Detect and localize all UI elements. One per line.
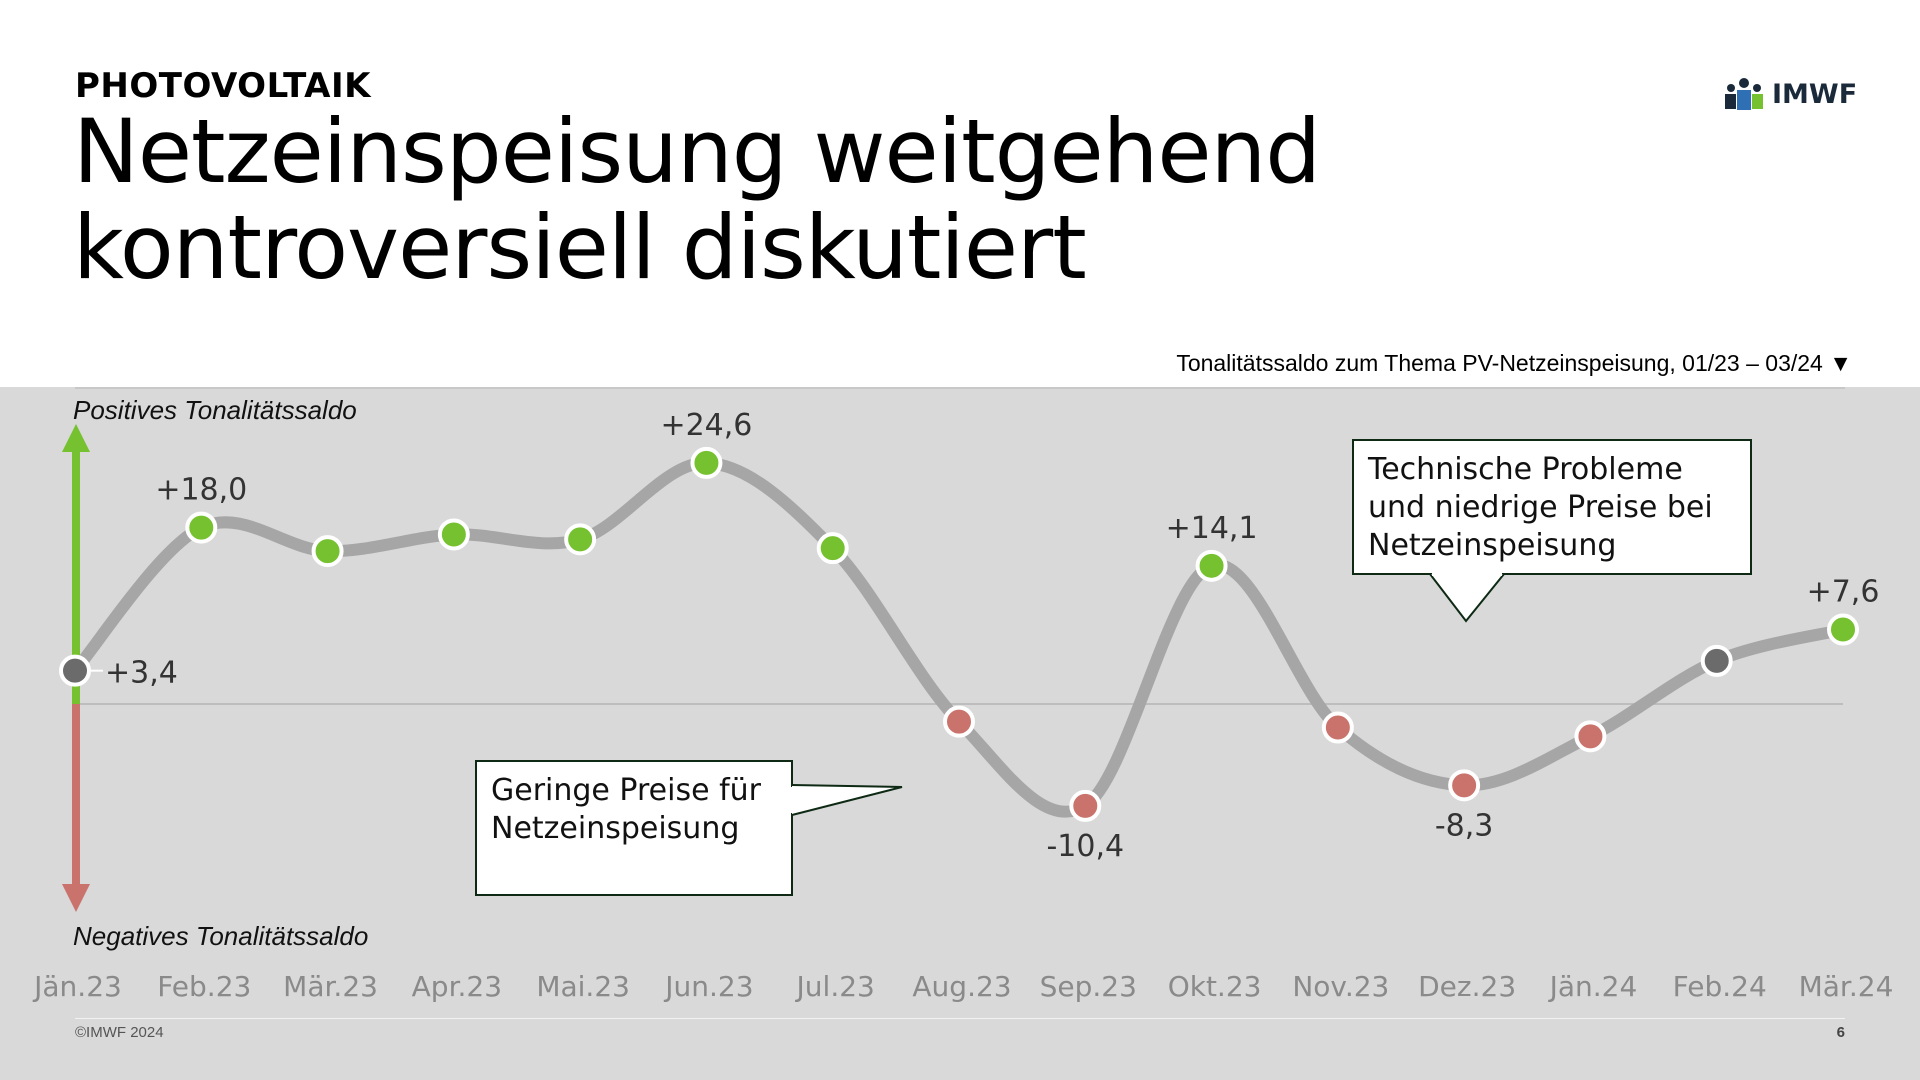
title-line-1: Netzeinspeisung weitgehend [73, 100, 1321, 203]
x-tick-Jul.23: Jul.23 [795, 970, 875, 1003]
data-label-Mär.24: +7,6 [1807, 575, 1880, 610]
copyright: ©IMWF 2024 [75, 1024, 164, 1041]
imwf-people-icon [1725, 78, 1763, 110]
data-label-Dez.23: -8,3 [1435, 808, 1494, 843]
data-point-Feb.24 [1700, 644, 1733, 677]
data-label-Sep.23: -10,4 [1046, 829, 1124, 864]
page-number: 6 [1836, 1024, 1845, 1041]
x-tick-Mai.23: Mai.23 [536, 970, 630, 1003]
data-point-Jun.23 [690, 446, 723, 479]
x-tick-Feb.23: Feb.23 [157, 970, 251, 1003]
data-point-Mär.23 [311, 535, 344, 568]
data-point-Aug.23 [943, 705, 975, 738]
positive-arrow-head [62, 424, 90, 452]
imwf-logo: IMWF [1722, 74, 1857, 114]
page-title: Netzeinspeisung weitgehend kontroversiel… [73, 100, 1321, 299]
x-tick-Mär.24: Mär.24 [1799, 970, 1894, 1003]
x-tick-Nov.23: Nov.23 [1292, 970, 1389, 1003]
data-point-Sep.23 [1069, 789, 1102, 822]
callout-text-line: und niedrige Preise bei [1368, 490, 1713, 525]
callout-box [475, 760, 793, 896]
data-point-Mai.23 [564, 523, 597, 556]
data-point-Apr.23 [437, 518, 470, 551]
data-point-Jän.23 [59, 654, 91, 687]
x-tick-Okt.23: Okt.23 [1168, 970, 1262, 1003]
x-tick-Mär.23: Mär.23 [283, 970, 378, 1003]
data-label-Jun.23: +24,6 [660, 408, 752, 443]
x-tick-Jän.23: Jän.23 [32, 970, 122, 1003]
callout-tail [1429, 573, 1505, 623]
data-point-Dez.23 [1448, 769, 1481, 802]
callout-box [1352, 439, 1752, 575]
data-point-Jul.23 [816, 532, 849, 565]
positive-axis-label: Positives Tonalitätssaldo [73, 395, 357, 425]
callout-text-line: Netzeinspeisung [1368, 528, 1616, 563]
data-point-Mär.24 [1827, 613, 1859, 646]
callout-tail [791, 784, 903, 816]
data-label-Okt.23: +14,1 [1166, 511, 1258, 546]
negative-arrow-head [62, 884, 90, 912]
top-divider [75, 387, 1845, 389]
data-label-Feb.23: +18,0 [155, 473, 247, 508]
x-tick-Feb.24: Feb.24 [1673, 970, 1767, 1003]
callout-text-line: Netzeinspeisung [491, 811, 739, 846]
data-label-Jän.23: +3,4 [105, 656, 178, 691]
x-tick-Jun.23: Jun.23 [663, 970, 753, 1003]
callout-text-line: Geringe Preise für [491, 773, 762, 808]
callout-text-line: Technische Probleme [1367, 452, 1683, 487]
data-point-Okt.23 [1195, 549, 1228, 582]
data-point-Nov.23 [1321, 711, 1354, 744]
x-tick-Jän.24: Jän.24 [1548, 970, 1638, 1003]
chart-subtitle: Tonalitätssaldo zum Thema PV-Netzeinspei… [1176, 350, 1852, 376]
series-line [69, 456, 1849, 818]
data-point-Jän.24 [1574, 720, 1607, 753]
x-tick-Apr.23: Apr.23 [412, 970, 502, 1003]
x-tick-Aug.23: Aug.23 [912, 970, 1011, 1003]
negative-axis-label: Negatives Tonalitätssaldo [73, 921, 368, 951]
title-line-2: kontroversiell diskutiert [73, 196, 1087, 299]
section-kicker: PHOTOVOLTAIK [75, 66, 371, 106]
x-tick-Sep.23: Sep.23 [1040, 970, 1137, 1003]
x-tick-Dez.23: Dez.23 [1418, 970, 1516, 1003]
bottom-divider [75, 1018, 1845, 1019]
logo-text: IMWF [1772, 78, 1858, 110]
data-point-Feb.23 [185, 511, 218, 544]
